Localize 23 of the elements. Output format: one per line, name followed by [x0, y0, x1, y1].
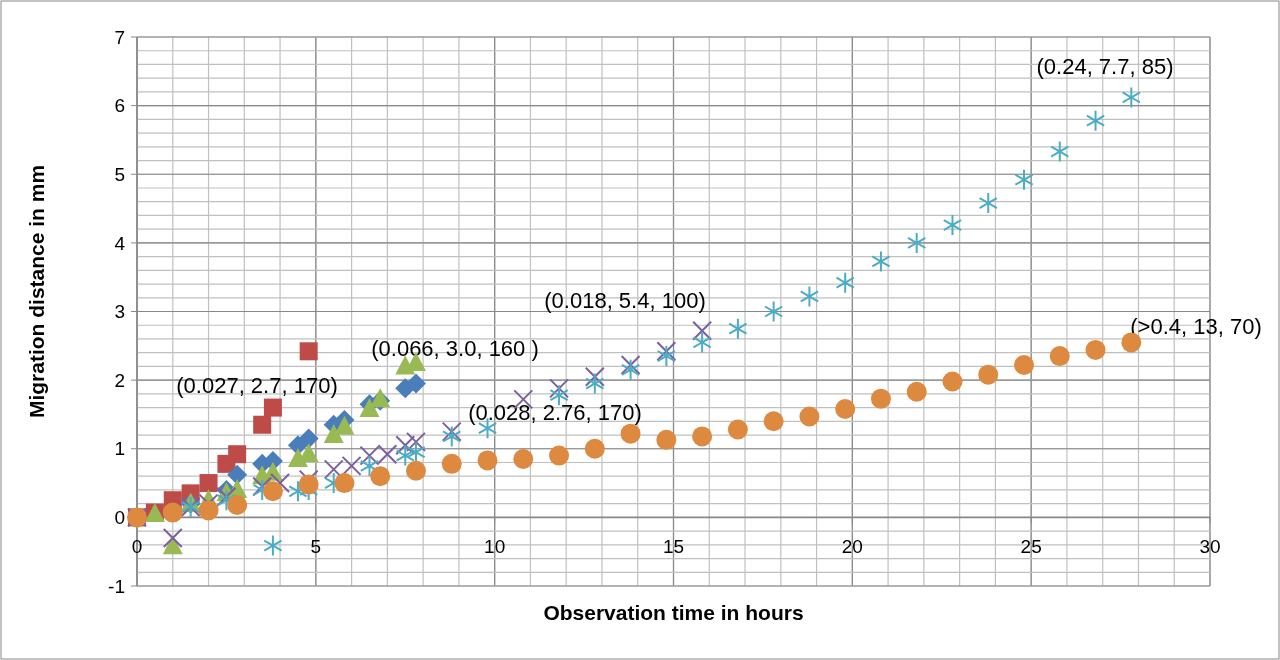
- annotation: (0.027, 2.7, 170): [176, 372, 338, 398]
- y-tick-label: 1: [114, 438, 125, 460]
- y-tick-label: 4: [114, 232, 126, 254]
- y-tick-label: 3: [114, 301, 125, 323]
- y-tick-label: 5: [114, 163, 125, 185]
- x-axis-title: Observation time in hours: [543, 601, 804, 624]
- y-tick-label: -1: [108, 575, 125, 597]
- y-tick-label: 0: [114, 507, 125, 529]
- y-tick-label: 7: [114, 26, 125, 48]
- y-tick-label: 6: [114, 95, 125, 117]
- x-tick-label: 5: [310, 536, 322, 558]
- annotation: (0.028, 2.76, 170): [468, 399, 642, 425]
- annotation: (0.24, 7.7, 85): [1036, 53, 1174, 79]
- x-tick-label: 0: [131, 536, 143, 558]
- annotation: (0.018, 5.4, 100): [544, 287, 706, 313]
- x-tick-label: 10: [484, 536, 506, 558]
- x-tick-label: 25: [1020, 536, 1042, 558]
- x-tick-label: 15: [662, 536, 685, 558]
- x-tick-label: 20: [841, 536, 863, 558]
- y-axis-title: Migration distance in mm: [25, 164, 48, 419]
- y-tick-label: 2: [114, 369, 125, 391]
- annotation: (0.066, 3.0, 160 ): [371, 335, 539, 361]
- x-tick-label: 30: [1199, 536, 1221, 558]
